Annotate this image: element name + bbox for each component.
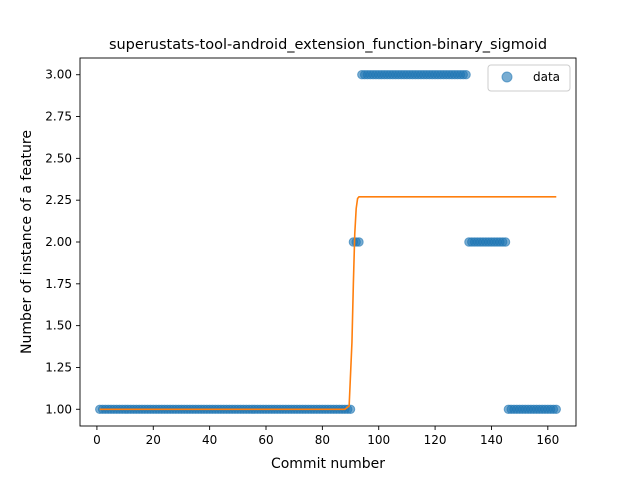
x-tick-label: 80 — [315, 433, 330, 447]
x-tick-label: 60 — [258, 433, 273, 447]
data-point — [354, 237, 364, 247]
legend-marker-data — [501, 71, 513, 83]
plot-area — [79, 57, 577, 427]
data-point — [500, 237, 511, 247]
y-tick-label: 2.25 — [45, 193, 72, 207]
x-tick-label: 140 — [480, 433, 503, 447]
y-axis: 1.00 1.25 1.50 1.75 2.00 2.25 2.50 2.75 3.00 — [45, 68, 80, 416]
y-tick-label: 2.00 — [45, 235, 72, 249]
legend: data — [487, 64, 571, 92]
x-tick-label: 100 — [367, 433, 390, 447]
x-tick-label: 20 — [146, 433, 161, 447]
data-point — [461, 70, 471, 80]
x-tick-label: 40 — [202, 433, 217, 447]
legend-box — [487, 64, 571, 92]
y-tick-label: 1.00 — [45, 402, 72, 416]
data-point — [551, 404, 561, 414]
chart-title: superustats-tool-android_extension_funct… — [109, 37, 547, 53]
legend-label-data: data — [533, 70, 560, 84]
fit-line — [99, 196, 557, 411]
data-series — [95, 70, 561, 414]
y-tick-label: 3.00 — [45, 68, 72, 82]
x-tick-label: 0 — [93, 433, 101, 447]
x-axis-label: Commit number — [271, 456, 385, 472]
y-tick-label: 2.50 — [45, 151, 72, 165]
y-tick-label: 2.75 — [45, 110, 72, 124]
x-tick-label: 160 — [536, 433, 559, 447]
x-axis: 0 20 40 60 80 100 120 140 160 — [93, 426, 559, 447]
y-axis-label: Number of instance of a feature — [19, 130, 35, 354]
y-tick-label: 1.50 — [45, 319, 72, 333]
y-tick-label: 1.25 — [45, 360, 72, 374]
y-tick-label: 1.75 — [45, 277, 72, 291]
x-tick-label: 120 — [424, 433, 447, 447]
